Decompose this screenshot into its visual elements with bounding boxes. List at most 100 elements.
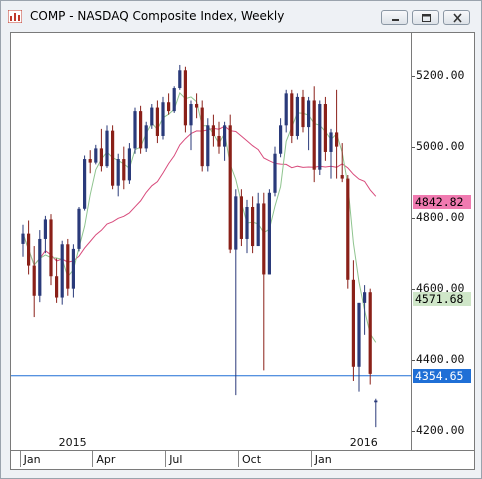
minimize-button[interactable] (381, 10, 408, 25)
y-tick-mark (412, 75, 415, 77)
candle (234, 189, 238, 396)
y-tick-label: 5000.00 (416, 138, 465, 153)
window-title: COMP - NASDAQ Composite Index, Weekly (30, 9, 285, 23)
x-tick-label: Apr (96, 453, 116, 466)
candle (105, 125, 109, 168)
chart-app-icon (8, 10, 22, 23)
candle (189, 100, 193, 151)
candle (318, 100, 322, 176)
price-tag: 4571.68 (413, 291, 471, 306)
y-tick-label: 4800.00 (416, 209, 465, 224)
candle (256, 192, 260, 247)
candle (83, 155, 87, 211)
moving-average-slow (22, 125, 377, 266)
candle (273, 146, 277, 197)
candle (267, 189, 271, 275)
candle (38, 230, 42, 303)
y-tick-label: 5200.00 (416, 67, 465, 82)
x-tick-label: Jan (23, 453, 41, 466)
price-axis[interactable]: 4200.00 4400.00 4600.00 4800.00 5000.00 5200.… (412, 32, 475, 451)
price-tag: 4354.65 (413, 368, 471, 383)
candle (55, 258, 59, 303)
x-tick-label: Jul (169, 453, 183, 466)
candle (301, 89, 305, 133)
candle (155, 100, 159, 144)
close-button[interactable] (443, 10, 470, 25)
candle (228, 114, 232, 254)
restore-icon (422, 14, 431, 22)
candle (150, 104, 154, 129)
candle (99, 128, 103, 172)
candle (357, 302, 361, 392)
y-tick-mark (412, 146, 415, 148)
candle (217, 121, 221, 154)
x-tick-label: Jan (314, 453, 332, 466)
candle (144, 121, 148, 152)
candle (88, 150, 92, 174)
y-tick-label: 4400.00 (416, 351, 465, 366)
year-label: 2016 (349, 436, 378, 449)
candle (139, 105, 143, 154)
candle (195, 93, 199, 119)
candle (111, 125, 115, 190)
candle (200, 100, 204, 172)
moving-average-fast (22, 91, 377, 343)
candle (223, 121, 227, 161)
candle (127, 143, 131, 184)
price-tag: 4842.82 (413, 195, 471, 210)
candle (183, 66, 187, 133)
candle (49, 214, 53, 286)
y-tick-mark (412, 217, 415, 219)
candle (71, 244, 75, 298)
candle (167, 93, 171, 115)
candle (60, 240, 64, 305)
candle (329, 128, 333, 179)
candle (43, 215, 47, 254)
candle (368, 288, 372, 385)
candle (340, 143, 344, 183)
y-tick-mark (412, 359, 415, 361)
y-tick-mark (412, 288, 415, 290)
candle (178, 64, 182, 90)
candle (335, 89, 339, 179)
close-icon (453, 13, 462, 23)
candle (307, 96, 311, 151)
candle (206, 118, 210, 172)
x-tick-mark (165, 451, 167, 467)
candle (133, 107, 137, 154)
candle (363, 285, 367, 335)
x-tick-mark (19, 451, 21, 467)
candle (122, 146, 126, 190)
candle (346, 175, 350, 289)
candle (284, 89, 288, 133)
candle (94, 144, 98, 165)
candle (351, 260, 355, 381)
candle (245, 199, 249, 254)
restore-button[interactable] (412, 10, 439, 25)
candle (295, 93, 299, 140)
candle (262, 192, 266, 371)
y-tick-label: 4200.00 (416, 422, 465, 437)
plot-area[interactable]: 2015 2016 (10, 32, 412, 451)
candle (32, 246, 36, 318)
y-tick-mark (412, 430, 415, 432)
title-bar[interactable]: COMP - NASDAQ Composite Index, Weekly (1, 1, 481, 31)
x-tick-mark (310, 451, 312, 467)
candle (323, 96, 327, 161)
y-tick-label: 4600.00 (416, 280, 465, 295)
candle (251, 196, 255, 254)
candle (161, 96, 165, 140)
candle (239, 189, 243, 247)
candle (374, 398, 378, 428)
candle (279, 118, 283, 158)
candlestick-chart (11, 64, 411, 428)
candle (116, 153, 120, 197)
candle (21, 224, 25, 257)
candle (27, 220, 31, 275)
time-axis[interactable]: Jan Apr Jul Oct Jan (10, 451, 475, 470)
x-tick-label: Oct (242, 453, 262, 466)
candle (172, 86, 176, 113)
candle (77, 206, 81, 252)
minimize-icon (392, 19, 399, 21)
